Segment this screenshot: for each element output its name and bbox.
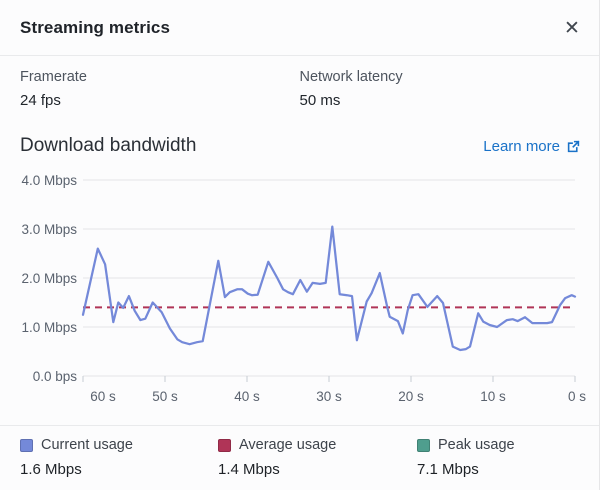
legend-item-average-usage: Average usage 1.4 Mbps bbox=[218, 437, 417, 479]
stat-label: Framerate bbox=[20, 69, 87, 85]
legend-value: 7.1 Mbps bbox=[417, 461, 479, 478]
external-link-icon bbox=[567, 140, 580, 152]
legend-value: 1.6 Mbps bbox=[20, 461, 82, 478]
average-usage-swatch-icon bbox=[218, 439, 231, 452]
x-tick-label: 30 s bbox=[316, 389, 342, 404]
y-tick-label: 2.0 Mbps bbox=[21, 271, 77, 286]
stat-value: 24 fps bbox=[20, 92, 61, 109]
stat-framerate: Framerate 24 fps bbox=[20, 69, 300, 110]
x-tick-label: 60 s bbox=[90, 389, 116, 404]
legend-divider bbox=[0, 425, 599, 426]
stats-row: Framerate 24 fps Network latency 50 ms bbox=[20, 69, 579, 110]
x-tick-label: 10 s bbox=[480, 389, 506, 404]
peak-usage-swatch-icon bbox=[417, 439, 430, 452]
x-tick-label: 40 s bbox=[234, 389, 260, 404]
legend-label: Current usage bbox=[41, 437, 133, 453]
y-tick-label: 0.0 bps bbox=[33, 369, 78, 384]
learn-more-label: Learn more bbox=[483, 137, 560, 155]
bandwidth-chart: 4.0 Mbps 3.0 Mbps 2.0 Mbps 1.0 Mbps 0.0 bps 6… bbox=[21, 173, 586, 404]
legend-label: Average usage bbox=[239, 437, 337, 453]
close-button[interactable]: ✕ bbox=[555, 12, 589, 46]
y-tick-label: 4.0 Mbps bbox=[21, 173, 77, 188]
current-usage-swatch-icon bbox=[20, 439, 33, 452]
close-icon: ✕ bbox=[564, 18, 580, 39]
chart-legend: Current usage 1.6 Mbps Average usage 1.4… bbox=[20, 437, 589, 479]
stat-value: 50 ms bbox=[299, 92, 341, 109]
section-header: Download bandwidth Learn more bbox=[20, 132, 581, 160]
x-tick-label: 50 s bbox=[152, 389, 178, 404]
y-tick-label: 3.0 Mbps bbox=[21, 222, 77, 237]
legend-value: 1.4 Mbps bbox=[218, 461, 280, 478]
section-title: Download bandwidth bbox=[20, 135, 197, 156]
stat-label: Network latency bbox=[299, 69, 403, 85]
current-usage-line bbox=[81, 225, 577, 352]
panel-title: Streaming metrics bbox=[20, 17, 171, 37]
panel-header: Streaming metrics ✕ bbox=[0, 0, 599, 56]
y-tick-label: 1.0 Mbps bbox=[21, 320, 77, 335]
learn-more-link[interactable]: Learn more bbox=[483, 138, 581, 155]
legend-label: Peak usage bbox=[438, 437, 515, 453]
x-tick-label: 0 s bbox=[568, 389, 586, 404]
legend-item-current-usage: Current usage 1.6 Mbps bbox=[20, 437, 218, 479]
x-tick-label: 20 s bbox=[398, 389, 424, 404]
stat-network-latency: Network latency 50 ms bbox=[300, 69, 580, 110]
legend-item-peak-usage: Peak usage 7.1 Mbps bbox=[417, 437, 589, 479]
